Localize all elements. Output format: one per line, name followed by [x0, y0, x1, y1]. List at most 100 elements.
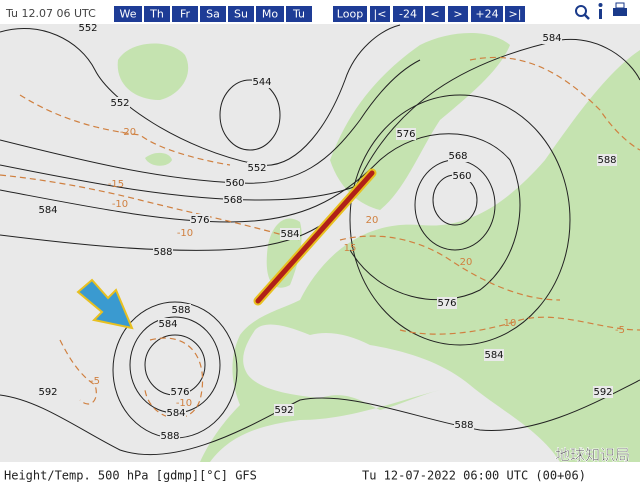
print-icon[interactable] [613, 8, 627, 16]
contour-label-bg [153, 246, 173, 258]
temp-label: -20 [120, 127, 136, 138]
contour-label-bg [452, 170, 472, 182]
contour-label: 568 [223, 195, 242, 206]
isotherm [0, 174, 301, 241]
print-icon [615, 2, 625, 9]
contour-label-bg [110, 97, 130, 109]
day-button-label[interactable]: Mo [262, 8, 278, 21]
contour-label: 584 [484, 350, 503, 361]
control-button[interactable] [471, 6, 503, 22]
toolbar [0, 0, 640, 24]
scandinavia [330, 32, 510, 210]
control-button[interactable] [370, 6, 390, 22]
contour-label-bg [160, 430, 180, 442]
temp-label: 15 [344, 243, 357, 254]
control-button-label[interactable]: |< [374, 8, 387, 21]
day-button[interactable] [286, 6, 312, 22]
isotherm [144, 337, 204, 419]
isohypse [0, 379, 640, 456]
isotherm [19, 94, 231, 166]
control-button-label[interactable]: < [430, 8, 439, 21]
contour-label: 576 [170, 387, 189, 398]
contour-label: 552 [110, 98, 129, 109]
control-button[interactable] [505, 6, 525, 22]
isohypse [0, 24, 401, 166]
control-button[interactable] [448, 6, 468, 22]
control-button[interactable] [333, 6, 367, 22]
contour-label-bg [171, 304, 191, 316]
greenland [117, 43, 189, 100]
contour-label-bg [448, 150, 468, 162]
contour-label: 584 [38, 205, 57, 216]
contour-label: 576 [396, 129, 415, 140]
day-button[interactable] [172, 6, 198, 22]
contour-label-bg [225, 177, 245, 189]
contour-label: 592 [274, 405, 293, 416]
contour-label: 552 [78, 23, 97, 34]
contour-label: 560 [452, 171, 471, 182]
contour-label-bg [170, 386, 190, 398]
control-button-label[interactable]: > [453, 8, 462, 21]
contour-label-bg [593, 386, 613, 398]
contour-label: 544 [252, 77, 271, 88]
isotherm [339, 235, 561, 301]
day-button-label[interactable]: Th [149, 8, 164, 21]
contour-label: 584 [280, 229, 299, 240]
temp-label: 20 [366, 215, 379, 226]
temp-label: -5 [615, 325, 625, 336]
day-button-label[interactable]: Su [234, 8, 248, 21]
contour-label: 584 [542, 33, 561, 44]
isohypse [349, 94, 571, 346]
contour-label: 592 [593, 387, 612, 398]
day-button[interactable] [114, 6, 142, 22]
watermark: 地球知识局 [555, 446, 630, 464]
day-button-label[interactable]: We [120, 8, 137, 21]
contour-label-bg [78, 22, 98, 34]
day-button[interactable] [228, 6, 254, 22]
contour-label-bg [190, 214, 210, 226]
control-button-label[interactable]: +24 [475, 8, 498, 21]
contour-label: 568 [448, 151, 467, 162]
contour-label: 576 [437, 298, 456, 309]
contour-label-bg [597, 154, 617, 166]
day-button[interactable] [144, 6, 170, 22]
temp-label: -5 [90, 376, 100, 387]
day-button[interactable] [256, 6, 284, 22]
day-button-label[interactable]: Fr [180, 8, 191, 21]
iceland [145, 152, 172, 166]
info-icon[interactable] [599, 9, 602, 19]
contour-label-bg [274, 404, 294, 416]
europe-africa [200, 50, 640, 462]
contour-label-bg [484, 349, 504, 361]
day-button[interactable] [200, 6, 226, 22]
zoom-icon[interactable] [575, 5, 587, 17]
contour-label: 588 [153, 247, 172, 258]
contour-label: 588 [597, 155, 616, 166]
contour-label-bg [158, 318, 178, 330]
contour-label-bg [542, 32, 562, 44]
contour-label-bg [38, 386, 58, 398]
temp-label: -10 [176, 398, 192, 409]
highlight-line [255, 170, 375, 304]
day-button-label[interactable]: Tu [292, 8, 305, 21]
zoom-icon [584, 14, 590, 20]
contour-label-bg [223, 194, 243, 206]
temp-label: -15 [108, 179, 124, 190]
control-button-label[interactable]: Loop [337, 8, 363, 21]
footer [0, 462, 640, 489]
contour-label: 552 [247, 163, 266, 174]
contour-label: 560 [225, 178, 244, 189]
contour-label: 576 [190, 215, 209, 226]
labels: 5525525445525605685765845885845765685605… [38, 22, 625, 442]
control-button-label[interactable]: -24 [399, 8, 417, 21]
contour-label-bg [396, 128, 416, 140]
control-button[interactable] [393, 6, 423, 22]
footer-right: Tu 12-07-2022 06:00 UTC (00+06) [362, 469, 586, 483]
control-button-label[interactable]: >| [509, 8, 522, 21]
control-button[interactable] [425, 6, 445, 22]
temp-label: -10 [112, 199, 128, 210]
day-button-label[interactable]: Sa [206, 8, 220, 21]
contour-label: 588 [454, 420, 473, 431]
contour-label: 592 [38, 387, 57, 398]
icons [575, 2, 627, 20]
